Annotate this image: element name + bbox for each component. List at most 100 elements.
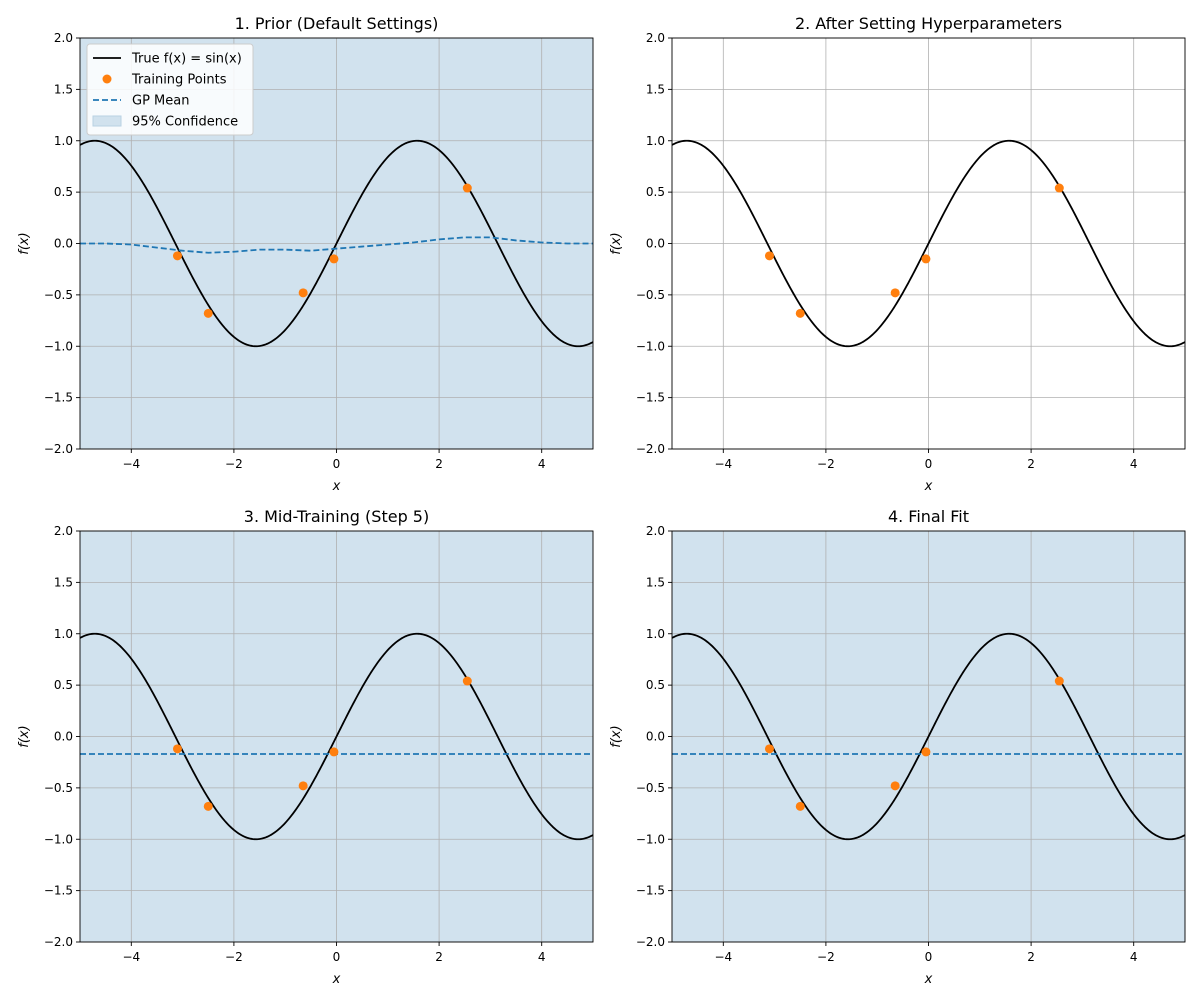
x-tick-label: 4 — [1130, 950, 1138, 964]
training-point — [921, 747, 931, 757]
x-tick-label: −4 — [714, 950, 732, 964]
y-tick-label: 0.0 — [646, 237, 665, 251]
training-point — [1054, 676, 1064, 686]
training-point — [1054, 183, 1064, 193]
x-tick-label: 4 — [538, 457, 546, 471]
y-tick-label: 2.0 — [54, 524, 73, 538]
x-tick-label: −2 — [225, 457, 243, 471]
true-function-line — [672, 139, 1185, 348]
y-tick-label: 1.0 — [54, 627, 73, 641]
y-axis-label: f(x) — [17, 232, 32, 254]
x-tick-label: 2 — [1027, 457, 1035, 471]
y-axis-label: f(x) — [17, 725, 32, 747]
training-point — [764, 744, 774, 754]
chart-title: 4. Final Fit — [888, 507, 969, 526]
x-tick-label: 2 — [1027, 950, 1035, 964]
x-axis-label: x — [332, 972, 341, 987]
chart-title: 2. After Setting Hyperparameters — [795, 14, 1062, 33]
y-tick-label: −1.5 — [636, 391, 665, 405]
y-tick-label: −0.5 — [636, 288, 665, 302]
y-tick-label: −1.0 — [44, 832, 73, 846]
training-point — [172, 251, 182, 261]
true-function-line — [80, 632, 593, 841]
legend-label: Training Points — [131, 73, 227, 88]
training-point — [298, 288, 308, 298]
y-tick-label: −0.5 — [44, 781, 73, 795]
training-point — [203, 308, 213, 318]
x-tick-label: −4 — [122, 950, 140, 964]
training-point — [795, 801, 805, 811]
y-tick-label: 1.5 — [54, 82, 73, 96]
y-tick-label: −1.0 — [636, 339, 665, 353]
y-tick-label: −1.0 — [636, 832, 665, 846]
training-point — [298, 781, 308, 791]
y-tick-label: −1.5 — [44, 884, 73, 898]
training-point — [462, 183, 472, 193]
y-tick-label: 0.5 — [54, 185, 73, 199]
gp-mean-line — [80, 236, 593, 254]
chart-panel-1: −4 −2 0 2 4 −2.0 −1.5 −1.0 −0.5 0.0 0.5 1.0 1.5 2.0 1.… — [17, 14, 594, 494]
y-tick-label: −0.5 — [44, 288, 73, 302]
x-tick-label: 0 — [333, 950, 341, 964]
y-axis-label: f(x) — [609, 725, 624, 747]
y-tick-label: −1.5 — [44, 391, 73, 405]
y-tick-label: 2.0 — [54, 31, 73, 45]
y-tick-label: 1.5 — [646, 82, 665, 96]
y-tick-label: 0.5 — [646, 678, 665, 692]
x-tick-label: 2 — [435, 950, 443, 964]
legend-swatch-confidence — [92, 115, 122, 127]
training-point — [329, 254, 339, 264]
y-tick-label: 1.0 — [646, 134, 665, 148]
y-tick-label: 1.5 — [646, 575, 665, 589]
y-tick-label: −2.0 — [44, 442, 73, 456]
x-tick-label: 0 — [925, 457, 933, 471]
training-point — [795, 308, 805, 318]
training-point — [172, 744, 182, 754]
y-tick-label: −2.0 — [636, 935, 665, 949]
y-tick-label: 0.5 — [646, 185, 665, 199]
x-tick-label: 4 — [1130, 457, 1138, 471]
x-axis-label: x — [332, 479, 341, 494]
x-tick-label: 0 — [333, 457, 341, 471]
y-tick-label: 2.0 — [646, 524, 665, 538]
x-tick-label: 2 — [435, 457, 443, 471]
training-point — [203, 801, 213, 811]
x-tick-label: 4 — [538, 950, 546, 964]
y-tick-label: 0.0 — [646, 730, 665, 744]
training-point — [921, 254, 931, 264]
y-tick-label: 0.5 — [54, 678, 73, 692]
true-function-line — [672, 632, 1185, 841]
true-function-line — [80, 139, 593, 348]
x-tick-label: −2 — [817, 457, 835, 471]
y-tick-label: −1.5 — [636, 884, 665, 898]
y-tick-label: 1.0 — [646, 627, 665, 641]
x-tick-label: −4 — [122, 457, 140, 471]
legend-label: GP Mean — [132, 94, 189, 109]
legend: True f(x) = sin(x) Training Points GP Mean… — [86, 43, 254, 136]
chart-title: 1. Prior (Default Settings) — [235, 14, 439, 33]
chart-panel-4: −4 −2 0 2 4 −2.0 −1.5 −1.0 −0.5 0.0 0.5 1.0 1.5 2.0 4.… — [609, 507, 1186, 987]
training-point — [462, 676, 472, 686]
training-point — [890, 288, 900, 298]
y-tick-label: 0.0 — [54, 237, 73, 251]
y-axis-label: f(x) — [609, 232, 624, 254]
y-tick-label: −1.0 — [44, 339, 73, 353]
x-axis-label: x — [924, 479, 933, 494]
training-point — [329, 747, 339, 757]
chart-panel-2: −4 −2 0 2 4 −2.0 −1.5 −1.0 −0.5 0.0 0.5 1.0 1.5 2.0 2.… — [609, 14, 1186, 494]
legend-label: True f(x) = sin(x) — [131, 52, 242, 67]
legend-swatch-training-points — [102, 74, 112, 84]
x-tick-label: −4 — [714, 457, 732, 471]
y-tick-label: 1.5 — [54, 575, 73, 589]
y-tick-label: −2.0 — [44, 935, 73, 949]
legend-box — [86, 43, 254, 136]
x-tick-label: −2 — [817, 950, 835, 964]
y-tick-label: −2.0 — [636, 442, 665, 456]
training-point — [890, 781, 900, 791]
y-tick-label: 0.0 — [54, 730, 73, 744]
y-tick-label: −0.5 — [636, 781, 665, 795]
legend-label: 95% Confidence — [132, 115, 238, 130]
y-tick-label: 2.0 — [646, 31, 665, 45]
chart-title: 3. Mid-Training (Step 5) — [244, 507, 429, 526]
